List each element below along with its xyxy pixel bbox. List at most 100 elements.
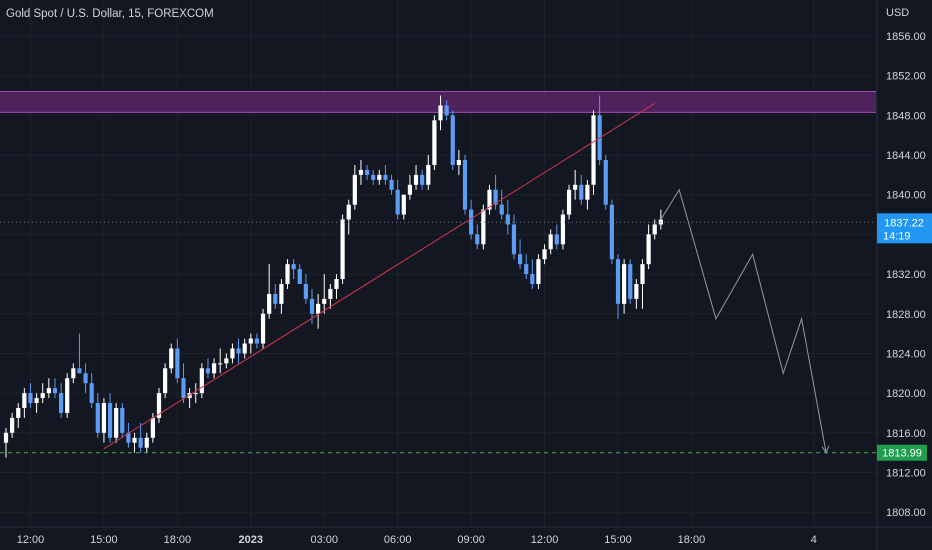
candle-up — [163, 368, 168, 394]
time-tick-label: 03:00 — [310, 534, 338, 546]
last-price-badge — [877, 213, 932, 244]
resistance-zone — [0, 91, 876, 113]
candle-up — [199, 368, 204, 394]
price-tick-label: 1840.00 — [886, 190, 926, 202]
candle-down — [107, 403, 113, 438]
candle-down — [89, 383, 94, 404]
candle-up — [456, 160, 461, 165]
candle-up — [622, 264, 627, 304]
candle-up — [328, 288, 333, 299]
candle-down — [499, 204, 504, 215]
candle-down — [254, 338, 260, 344]
candle-down — [175, 348, 180, 379]
candle-up — [377, 174, 382, 180]
target-price-badge — [877, 444, 927, 461]
candle-down — [138, 437, 143, 448]
resistance-zone-fill — [0, 91, 876, 113]
candle-up — [536, 259, 541, 284]
last-price-value: 1837.22 — [884, 217, 924, 229]
projection-path — [660, 188, 827, 453]
candle-down — [475, 234, 480, 245]
projection-arrowhead — [821, 445, 830, 454]
price-tick-label: 1856.00 — [886, 31, 926, 43]
candle-countdown: 14:19 — [883, 230, 911, 242]
price-tick-label: 1808.00 — [886, 507, 926, 519]
candle-down — [303, 284, 308, 299]
candle-down — [579, 184, 584, 200]
candle-up — [65, 378, 70, 413]
candle-up — [132, 437, 137, 443]
candle-up — [242, 343, 247, 354]
candle-up — [230, 348, 235, 359]
price-tick-label: 1812.00 — [886, 467, 926, 479]
candle-up — [187, 393, 192, 399]
drawings — [0, 103, 876, 454]
candle-down — [297, 269, 302, 284]
candle-down — [371, 174, 376, 180]
time-tick-label: 18:00 — [164, 534, 192, 546]
candle-up — [267, 293, 272, 314]
time-axis[interactable]: 12:00 15:00 18:00 2023 03:00 06:00 09:00 12:00 1… — [0, 526, 932, 546]
currency-label: USD — [886, 7, 909, 19]
candle-down — [420, 174, 425, 185]
price-axis[interactable]: 1808.00 1812.00 1816.00 1820.00 1824.00 1828.… — [876, 0, 932, 550]
price-tick-label: 1828.00 — [886, 309, 926, 321]
target-price-value: 1813.99 — [882, 448, 922, 460]
price-tick-label: 1816.00 — [886, 428, 926, 440]
candle-down — [364, 169, 370, 175]
candle-up — [646, 234, 651, 265]
candle-up — [40, 393, 45, 399]
candle-up — [340, 219, 345, 280]
candle-up — [156, 393, 162, 418]
candle-down — [609, 204, 614, 260]
candle-up — [114, 408, 119, 438]
candle-up — [22, 393, 27, 408]
candle-down — [469, 209, 474, 235]
candle-up — [346, 204, 351, 220]
time-tick-label: 06:00 — [384, 534, 412, 546]
candle-down — [309, 298, 315, 314]
candle-up — [566, 189, 572, 215]
candle-down — [28, 393, 33, 404]
candle-up — [413, 174, 419, 185]
candle-up — [640, 264, 645, 284]
candle-down — [603, 160, 608, 205]
candle-up — [34, 398, 39, 404]
candle-up — [487, 189, 492, 210]
candle-up — [573, 184, 578, 190]
candle-down — [530, 274, 535, 284]
candle-up — [358, 169, 364, 175]
candle-down — [444, 105, 449, 116]
time-tick-label: 2023 — [239, 534, 263, 546]
candle-down — [236, 348, 241, 354]
candle-down — [77, 368, 82, 374]
candle-down — [291, 264, 296, 270]
candle-down — [273, 293, 278, 304]
candle-down — [450, 115, 455, 165]
candle-down — [511, 224, 517, 255]
time-tick-label: 18:00 — [678, 534, 706, 546]
candle-up — [101, 403, 107, 433]
candle-down — [517, 254, 523, 265]
candle-down — [615, 259, 621, 304]
candle-down — [628, 264, 633, 299]
ascending-trendline — [103, 103, 655, 450]
price-tick-label: 1824.00 — [886, 348, 926, 360]
candlesticks — [3, 95, 663, 458]
candle-up — [652, 224, 657, 235]
candle-up — [211, 363, 217, 374]
candle-up — [407, 184, 413, 195]
time-tick-label: 12:00 — [531, 534, 559, 546]
candle-up — [260, 313, 266, 344]
candle-down — [462, 160, 468, 210]
candle-down — [554, 234, 559, 245]
candle-up — [542, 249, 547, 260]
candle-down — [505, 214, 510, 225]
candle-down — [395, 189, 400, 215]
candle-up — [248, 338, 253, 344]
time-tick-label: 12:00 — [17, 534, 45, 546]
candle-up — [16, 408, 21, 418]
candle-up — [144, 437, 149, 448]
candle-down — [95, 403, 100, 433]
